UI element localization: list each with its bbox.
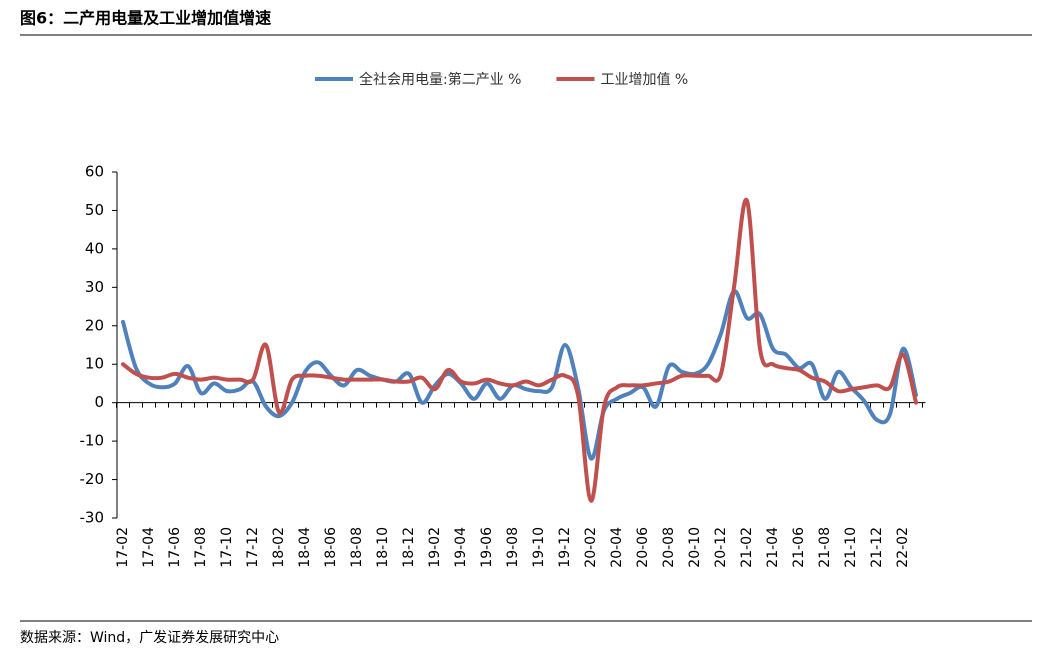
x-tick-label: 21-10: [843, 527, 859, 568]
x-tick-label: 19-06: [479, 527, 495, 568]
x-tick-label: 19-08: [505, 527, 521, 568]
x-tick-label: 18-02: [271, 527, 287, 568]
x-tick-label: 18-06: [323, 527, 339, 568]
x-tick-label: 18-12: [401, 527, 417, 568]
x-tick-label: 21-12: [869, 527, 885, 568]
x-tick-label: 19-04: [453, 527, 469, 568]
series-line: [121, 289, 918, 461]
x-tick-label: 19-10: [531, 527, 547, 568]
y-tick-label: 0: [94, 393, 104, 411]
x-tick-label: 19-02: [427, 527, 443, 568]
x-tick-label: 20-10: [687, 527, 703, 568]
x-tick-label: 18-08: [349, 527, 365, 568]
x-tick-label: 20-08: [661, 527, 677, 568]
y-tick-label: 30: [85, 278, 104, 296]
y-tick-label: -30: [80, 509, 105, 527]
x-tick-label: 18-04: [297, 527, 313, 568]
x-tick-label: 20-04: [609, 527, 625, 568]
x-tick-label: 18-10: [375, 527, 391, 568]
figure-title: 图6：二产用电量及工业增加值增速: [20, 9, 271, 28]
x-tick-label: 19-12: [557, 527, 573, 568]
y-tick-label: 20: [85, 316, 104, 334]
x-tick-label: 17-04: [141, 527, 157, 568]
x-tick-label: 20-06: [635, 527, 651, 568]
x-tick-label: 20-12: [713, 527, 729, 568]
x-tick-label: 17-02: [115, 527, 131, 568]
legend-label: 全社会用电量:第二产业 %: [359, 71, 521, 88]
x-tick-label: 17-08: [193, 527, 209, 568]
y-tick-label: 40: [85, 239, 104, 257]
x-tick-label: 17-10: [219, 527, 235, 568]
x-tick-label: 20-02: [583, 527, 599, 568]
x-tick-label: 17-12: [245, 527, 261, 568]
x-tick-label: 21-06: [791, 527, 807, 568]
y-tick-label: 50: [85, 201, 104, 219]
x-tick-label: 21-04: [765, 527, 781, 568]
y-tick-label: -10: [80, 432, 105, 450]
legend-label: 工业增加值 %: [600, 72, 688, 88]
x-tick-label: 21-08: [817, 527, 833, 568]
y-tick-label: 10: [85, 355, 104, 373]
source-note: 数据来源：Wind，广发证券发展研究中心: [20, 630, 279, 646]
y-tick-label: -20: [80, 470, 105, 488]
series-line: [121, 197, 918, 503]
x-tick-label: 21-02: [739, 527, 755, 568]
y-tick-label: 60: [85, 163, 104, 181]
chart: -30 -20 -10 0 10 20 30 40 50 60 17-02 17-04 17-06 17-…: [80, 71, 926, 568]
x-tick-label: 22-02: [895, 527, 911, 568]
x-tick-label: 17-06: [167, 527, 183, 568]
